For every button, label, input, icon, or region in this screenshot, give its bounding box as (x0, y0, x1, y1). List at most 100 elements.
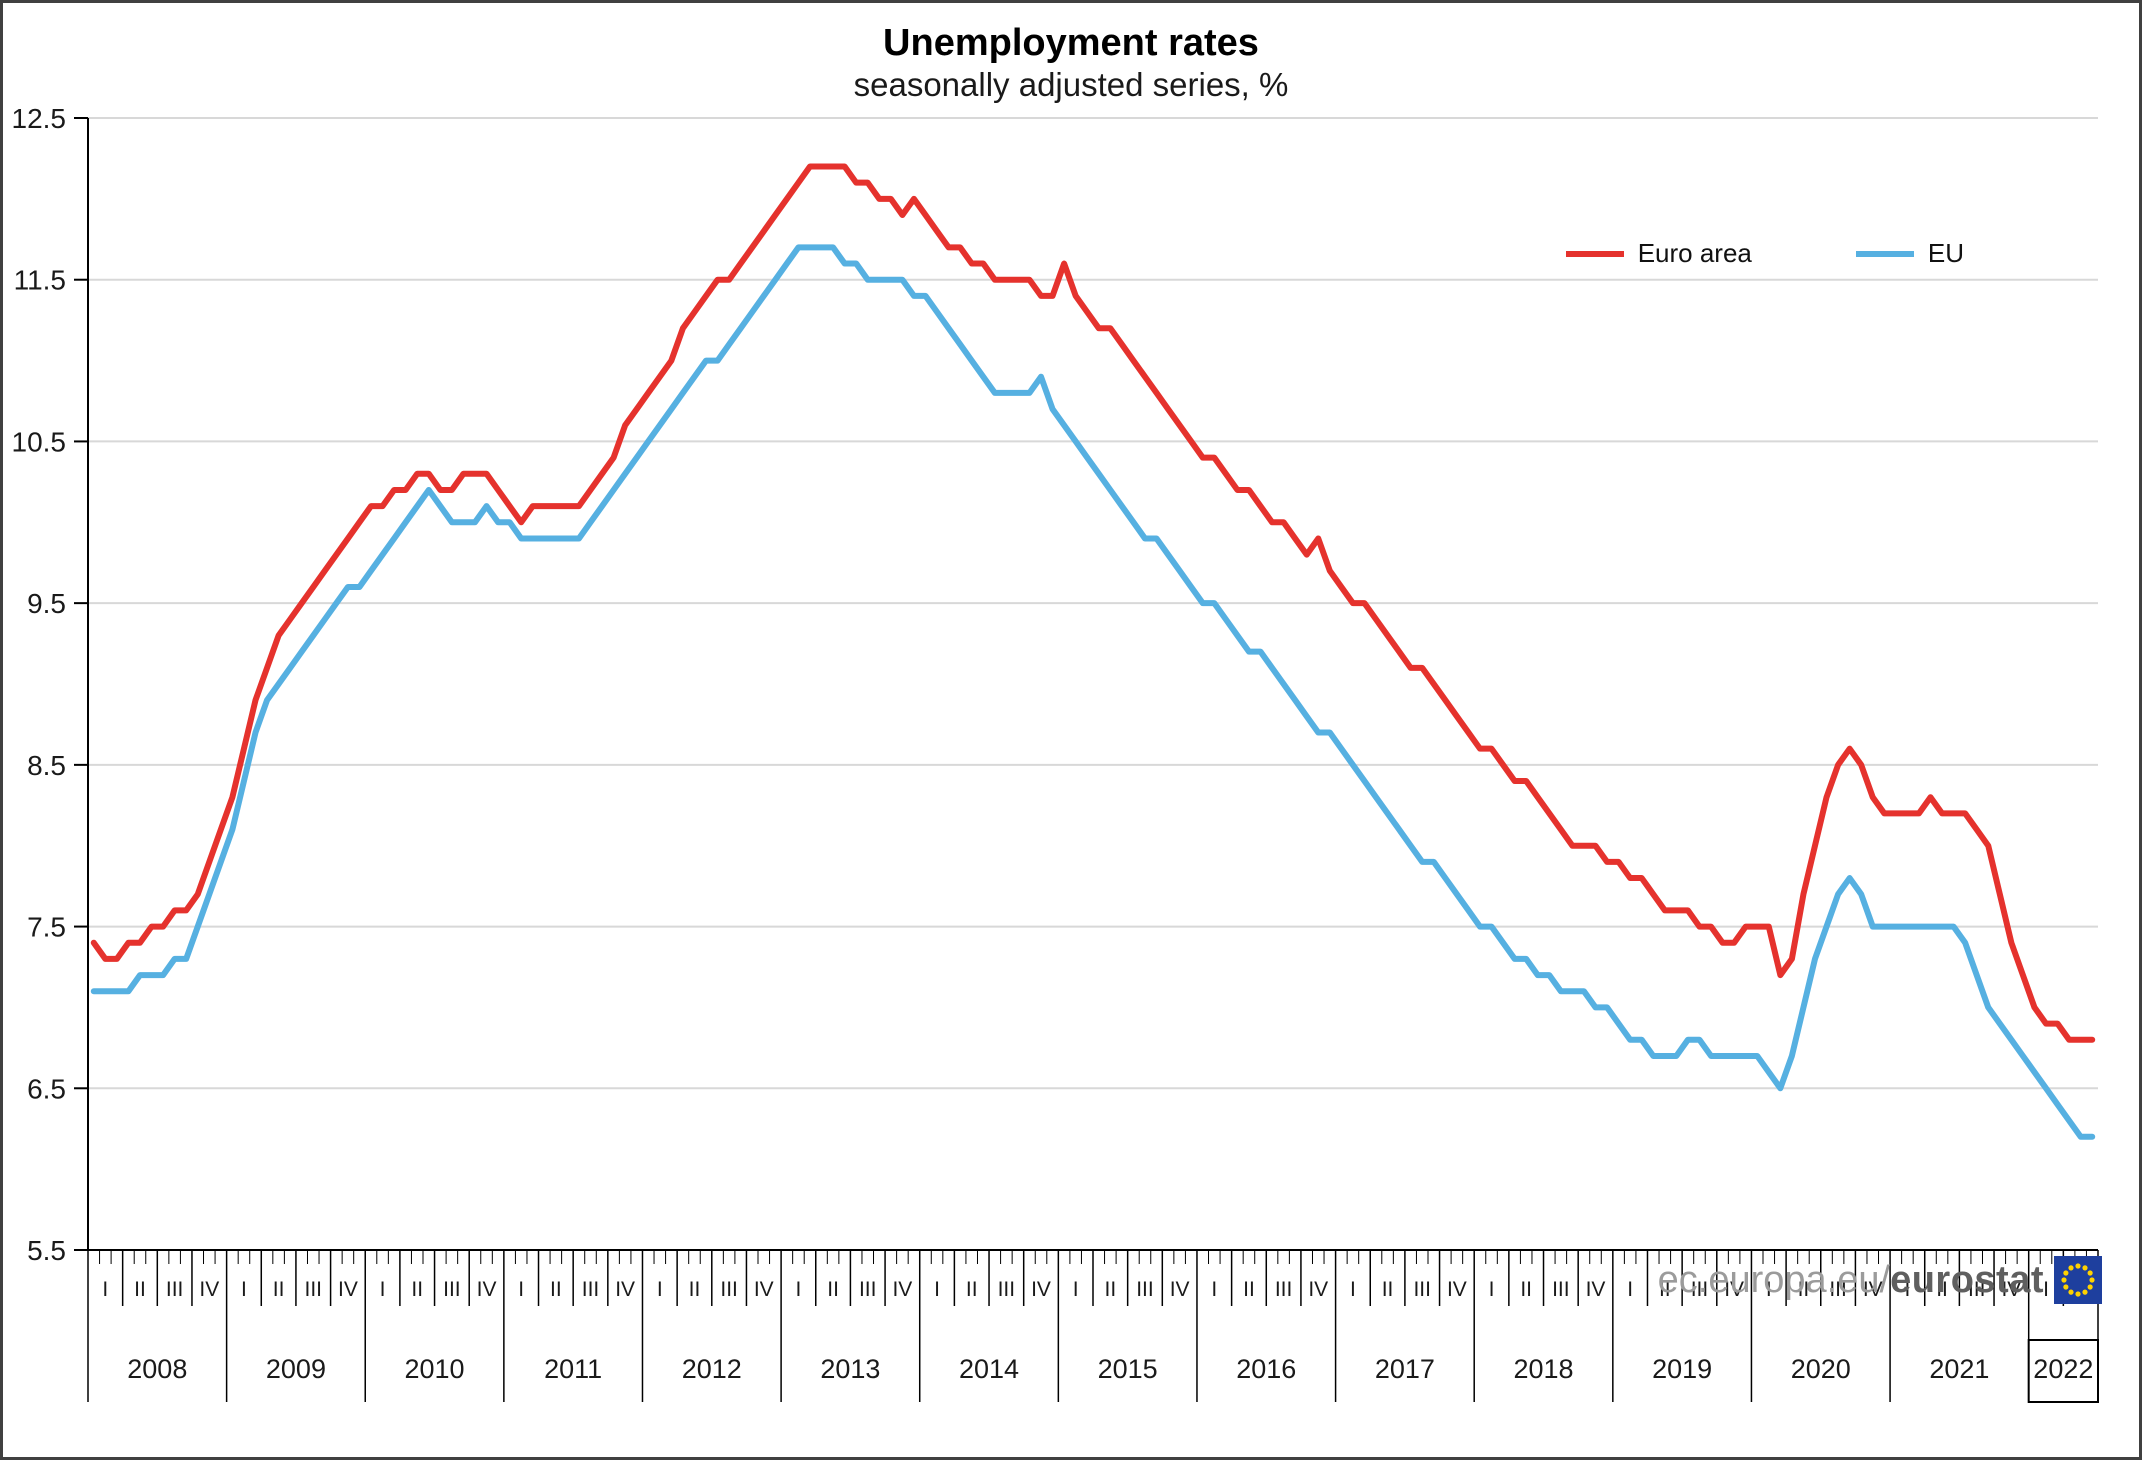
year-label: 2022 (2033, 1354, 2093, 1384)
eu-flag-star (2087, 1284, 2093, 1290)
y-tick-label: 10.5 (12, 426, 67, 457)
year-label: 2020 (1791, 1354, 1851, 1384)
quarter-label: III (1413, 1278, 1431, 1301)
quarter-label: IV (477, 1278, 497, 1301)
quarter-label: IV (892, 1278, 912, 1301)
quarter-label: II (1798, 1278, 1810, 1301)
quarter-label: IV (2001, 1278, 2021, 1301)
eu-flag-star (2061, 1277, 2067, 1283)
quarter-label: II (550, 1278, 562, 1301)
quarter-label: II (1659, 1278, 1671, 1301)
legend-item-euro-area: Euro area (1565, 238, 1752, 269)
quarter-label: I (380, 1278, 386, 1301)
quarter-label: I (1211, 1278, 1217, 1301)
quarter-label: I (1904, 1278, 1910, 1301)
quarter-label: II (1382, 1278, 1394, 1301)
quarter-label: I (1627, 1278, 1633, 1301)
year-label: 2013 (820, 1354, 880, 1384)
quarter-label: I (796, 1278, 802, 1301)
last-year-box (2027, 1339, 2100, 1403)
quarter-label: I (102, 1278, 108, 1301)
quarter-label: IV (615, 1278, 635, 1301)
quarter-label: I (241, 1278, 247, 1301)
quarter-label: II (411, 1278, 423, 1301)
quarter-label: I (1489, 1278, 1495, 1301)
quarter-label: I (1350, 1278, 1356, 1301)
quarter-label: II (134, 1278, 146, 1301)
eu-flag-star (2063, 1270, 2069, 1276)
eu-flag-icon (2054, 1256, 2102, 1304)
quarter-label: II (966, 1278, 978, 1301)
year-label: 2012 (682, 1354, 742, 1384)
quarter-label: III (1552, 1278, 1570, 1301)
year-label: 2017 (1375, 1354, 1435, 1384)
quarter-label: IV (1031, 1278, 1051, 1301)
quarter-label: III (859, 1278, 877, 1301)
chart-header: Unemployment rates seasonally adjusted s… (0, 22, 2142, 104)
euro-area-line-swatch (1565, 250, 1624, 257)
eu-flag-star (2068, 1289, 2074, 1295)
year-label: 2008 (127, 1354, 187, 1384)
quarter-label: II (1104, 1278, 1116, 1301)
quarter-label: III (582, 1278, 600, 1301)
quarter-label: III (1691, 1278, 1709, 1301)
series-line-eu (90, 244, 2096, 1140)
quarter-label: I (518, 1278, 524, 1301)
year-label: 2010 (405, 1354, 465, 1384)
year-label: 2014 (959, 1354, 1019, 1384)
quarter-label: IV (1170, 1278, 1190, 1301)
quarter-label: III (1829, 1278, 1847, 1301)
quarter-label: II (689, 1278, 701, 1301)
quarter-label: III (1136, 1278, 1154, 1301)
quarter-label: IV (754, 1278, 774, 1301)
eu-flag-star (2082, 1289, 2088, 1295)
quarter-label: IV (199, 1278, 219, 1301)
quarter-label: II (827, 1278, 839, 1301)
quarter-label: III (998, 1278, 1016, 1301)
watermark-url-prefix: ec.europa.eu/ (1657, 1259, 1891, 1301)
eu-flag-star (2087, 1270, 2093, 1276)
year-label: 2009 (266, 1354, 326, 1384)
watermark-brand: eurostat (1890, 1259, 2044, 1301)
quarter-label: II (1936, 1278, 1948, 1301)
quarter-label: IV (1586, 1278, 1606, 1301)
series-line-euro-area (90, 163, 2096, 1043)
y-tick-label: 11.5 (14, 265, 66, 296)
eu-flag-star (2063, 1284, 2069, 1290)
quarter-label: IV (1447, 1278, 1467, 1301)
quarter-label: II (1243, 1278, 1255, 1301)
year-label: 2015 (1098, 1354, 1158, 1384)
quarter-label: III (720, 1278, 738, 1301)
eu-flag-star (2089, 1277, 2095, 1283)
chart-title: Unemployment rates (883, 22, 1259, 64)
eu-flag-star (2068, 1265, 2074, 1271)
quarter-label: I (1766, 1278, 1772, 1301)
legend-label-euro-area: Euro area (1637, 238, 1752, 268)
quarter-label: III (443, 1278, 461, 1301)
quarter-label: III (166, 1278, 184, 1301)
legend-item-eu: EU (1855, 238, 1964, 269)
quarter-label: I (1073, 1278, 1079, 1301)
eu-line-swatch (1855, 250, 1914, 257)
quarter-label: III (1968, 1278, 1986, 1301)
year-label: 2016 (1236, 1354, 1296, 1384)
y-tick-label: 8.5 (27, 750, 66, 781)
legend-label-eu: EU (1927, 238, 1964, 268)
quarter-label: IV (1308, 1278, 1328, 1301)
eu-flag-star (2082, 1265, 2088, 1271)
quarter-label: III (305, 1278, 323, 1301)
quarter-label: I (2043, 1278, 2049, 1301)
quarter-label: IV (1724, 1278, 1744, 1301)
quarter-label: II (273, 1278, 285, 1301)
y-tick-label: 6.5 (27, 1073, 66, 1104)
quarter-label: III (1275, 1278, 1293, 1301)
eu-flag-star (2075, 1263, 2081, 1269)
year-label: 2021 (1929, 1354, 1989, 1384)
y-tick-label: 9.5 (27, 588, 66, 619)
chart-subtitle: seasonally adjusted series, % (853, 65, 1289, 103)
y-tick-label: 7.5 (27, 912, 66, 943)
quarter-label: II (1520, 1278, 1532, 1301)
y-tick-label: 12.5 (12, 103, 67, 134)
quarter-label: I (934, 1278, 940, 1301)
